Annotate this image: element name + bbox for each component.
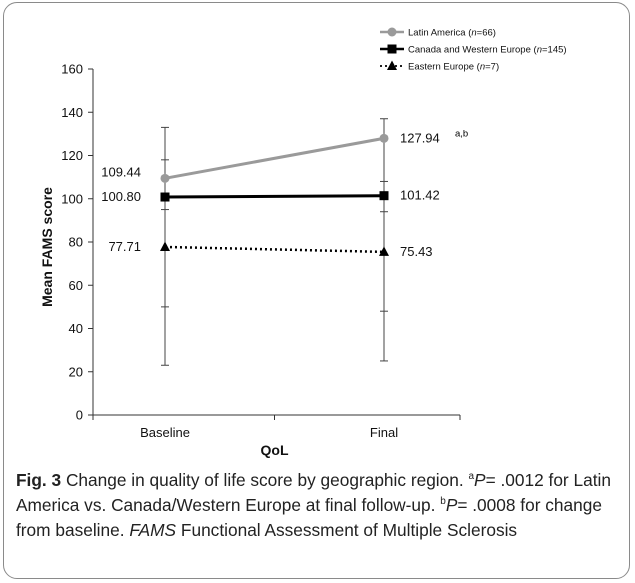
series-line [164, 245, 385, 254]
footnote-b-marker: b [440, 496, 446, 508]
footnote-b-text: = .0008 for change from baseline. [16, 495, 602, 540]
legend: Latin America (n=66) Canada and Western E… [380, 27, 567, 73]
footnote-b-p: P [445, 495, 458, 515]
footnote-a-marker: a [468, 471, 475, 483]
legend-label: Canada and Western Europe (n=145) [408, 45, 567, 56]
series-markers [160, 133, 389, 256]
footnote-a-text: = .0012 for Latin America vs. Canada/Wes… [16, 470, 611, 515]
figure-title: Change in quality of life score by geogr… [65, 470, 464, 490]
abbreviation-term: FAMS [129, 520, 177, 540]
data-label: 77.71 [108, 239, 141, 254]
legend-label: Latin America (n=66) [408, 28, 496, 39]
y-tick-label: 120 [61, 148, 83, 163]
figure-label: Fig. 3 [16, 470, 62, 490]
data-label: 100.80 [101, 189, 141, 204]
data-point-marker [379, 133, 389, 143]
footnote-a-p: P [474, 470, 486, 490]
abbreviation-definition: Functional Assessment of Multiple Sclero… [180, 520, 518, 540]
data-point-marker [379, 191, 389, 201]
y-axis-title: Mean FAMS score [39, 187, 55, 307]
series-line [164, 194, 385, 199]
y-tick-label: 80 [69, 235, 83, 250]
x-tick-label: Baseline [140, 425, 190, 440]
y-tick-label: 100 [61, 191, 83, 206]
legend-marker [387, 27, 397, 37]
data-labels: 109.44 127.94 a,b 100.80 101.42 77.71 75.43 [101, 128, 468, 259]
legend-label: Eastern Europe (n=7) [408, 62, 499, 73]
x-tick-label: Final [370, 425, 398, 440]
y-tick-label: 20 [69, 364, 83, 379]
chart: 0 20 40 60 80 100 120 140 160 Baseline Final QoL Mea… [39, 27, 567, 458]
legend-marker [387, 60, 397, 70]
data-label: 127.94 [400, 130, 440, 145]
y-tick-label: 0 [76, 408, 83, 423]
y-tick-label: 60 [69, 278, 83, 293]
axes: 0 20 40 60 80 100 120 140 160 Baseline Final QoL Mea… [39, 62, 461, 458]
data-label: 75.43 [400, 244, 433, 259]
data-label: 101.42 [400, 188, 440, 203]
series-line [164, 136, 385, 180]
data-point-marker [160, 192, 170, 202]
series-lines [164, 136, 385, 254]
data-point-marker [379, 246, 389, 256]
legend-marker [387, 44, 397, 54]
x-axis-title: QoL [261, 442, 289, 458]
error-bars [161, 118, 388, 366]
y-tick-label: 160 [61, 62, 83, 77]
y-tick-label: 40 [69, 321, 83, 336]
data-point-marker [160, 173, 170, 183]
data-point-marker [160, 241, 170, 251]
data-label: 109.44 [101, 164, 141, 179]
figure-caption: Fig. 3 Change in quality of life score b… [16, 468, 616, 543]
data-label-superscript: a,b [455, 128, 468, 139]
figure-frame [3, 2, 630, 579]
y-tick-label: 140 [61, 105, 83, 120]
